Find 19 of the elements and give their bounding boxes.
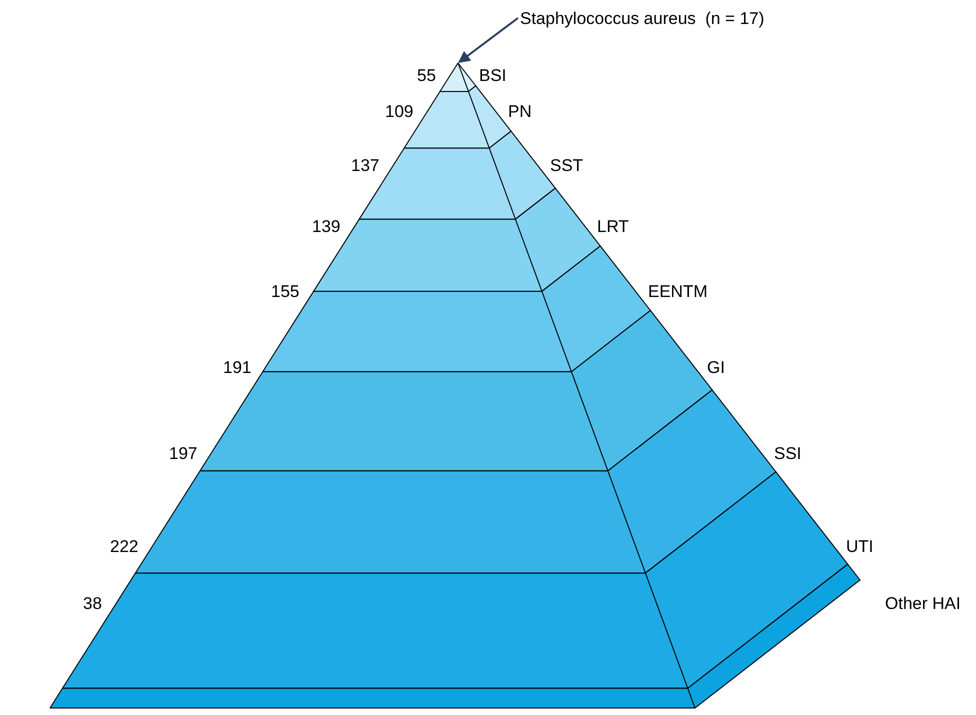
data-label: 139 <box>312 217 340 236</box>
data-label: 55 <box>417 66 436 85</box>
data-label: 155 <box>271 282 300 301</box>
category-label: Other HAI <box>885 594 961 613</box>
data-label: 137 <box>351 156 380 175</box>
category-label: UTI <box>846 537 874 556</box>
category-label: GI <box>707 358 725 377</box>
data-label: 222 <box>110 537 138 556</box>
text: Staphylococcus aureus (n = 17) <box>520 9 764 28</box>
category-label: PN <box>508 102 532 121</box>
data-label: 191 <box>223 358 252 377</box>
category-label: LRT <box>597 217 629 236</box>
category-label: BSI <box>479 66 506 85</box>
category-label: SST <box>550 156 584 175</box>
category-label: SSI <box>774 444 802 463</box>
data-label: 38 <box>83 594 102 613</box>
data-label: 197 <box>169 444 198 463</box>
data-label: 109 <box>385 102 414 121</box>
category-label: EENTM <box>648 282 708 301</box>
